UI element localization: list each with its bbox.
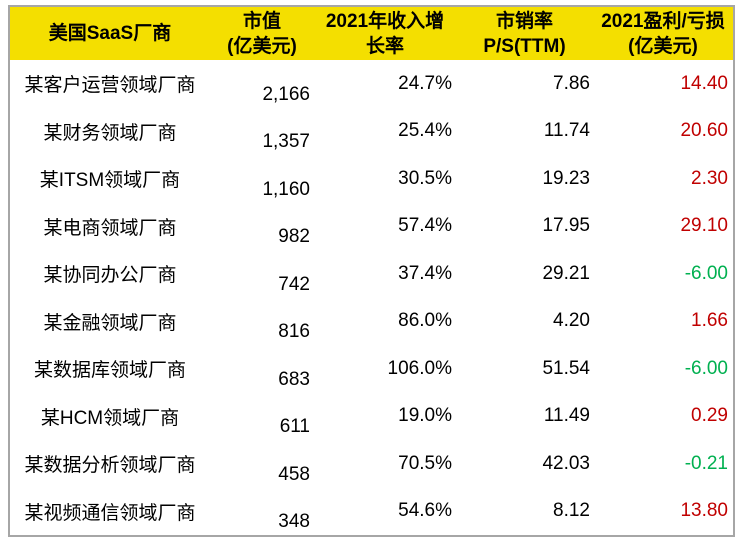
column-header-vendor: 美国SaaS厂商 [10,7,210,60]
column-header-market-cap: 市值 (亿美元) [210,7,314,60]
column-header-profit-loss-line2: (亿美元) [628,35,698,57]
vendor-name: 某数据分析领域厂商 [24,455,196,477]
table-row: 某数据分析领域厂商 458 70.5% 42.03 -0.21 [10,440,733,488]
column-header-growth-line2: 长率 [365,35,404,57]
vendor-name: 某ITSM领域厂商 [39,170,181,192]
ps-ratio-value: 42.03 [542,452,590,474]
vendor-name: 某视频通信领域厂商 [24,502,196,524]
table-row: 某电商领域厂商 982 57.4% 17.95 29.10 [10,203,733,251]
profit-loss-value: 20.60 [680,120,728,142]
revenue-growth-value: 37.4% [398,262,452,284]
vendor-name: 某电商领域厂商 [43,217,177,239]
column-header-profit-loss: 2021盈利/亏损 (亿美元) [593,7,733,60]
market-cap-value: 742 [278,273,310,295]
ps-ratio-value: 7.86 [553,72,590,94]
column-header-profit-loss-line1: 2021盈利/亏损 [601,10,725,32]
ps-ratio-value: 11.49 [543,405,590,427]
column-header-growth: 2021年收入增 长率 [314,7,456,60]
column-header-ps-ratio-line2: P/S(TTM) [483,35,566,57]
column-header-market-cap-line2: (亿美元) [227,35,297,57]
table-row: 某视频通信领域厂商 348 54.6% 8.12 13.80 [10,488,733,536]
ps-ratio-value: 11.74 [543,120,590,142]
ps-ratio-value: 29.21 [542,262,590,284]
profit-loss-value: 13.80 [680,500,728,522]
revenue-growth-value: 86.0% [398,310,452,332]
column-header-vendor-label: 美国SaaS厂商 [48,23,172,44]
vendor-name: 某金融领域厂商 [43,312,177,334]
market-cap-value: 683 [278,368,310,390]
saas-vendors-table: 美国SaaS厂商 市值 (亿美元) 2021年收入增 长率 市销率 P/S(TT… [8,5,735,537]
profit-loss-value: 29.10 [680,215,728,237]
profit-loss-value: 0.29 [691,405,728,427]
market-cap-value: 982 [278,226,310,248]
vendor-name: 某财务领域厂商 [43,122,177,144]
ps-ratio-value: 8.12 [553,500,590,522]
table-row: 某客户运营领域厂商 2,166 24.7% 7.86 14.40 [10,60,733,108]
market-cap-value: 816 [278,321,310,343]
ps-ratio-value: 4.20 [553,310,590,332]
column-header-ps-ratio: 市销率 P/S(TTM) [456,7,593,60]
revenue-growth-value: 54.6% [398,500,452,522]
table-row: 某财务领域厂商 1,357 25.4% 11.74 20.60 [10,108,733,156]
profit-loss-value: 2.30 [691,167,728,189]
vendor-name: 某HCM领域厂商 [40,407,180,429]
ps-ratio-value: 17.95 [542,215,590,237]
revenue-growth-value: 106.0% [387,357,452,379]
column-header-ps-ratio-line1: 市销率 [495,10,553,32]
table-row: 某ITSM领域厂商 1,160 30.5% 19.23 2.30 [10,155,733,203]
table-header: 美国SaaS厂商 市值 (亿美元) 2021年收入增 长率 市销率 P/S(TT… [10,7,733,60]
table-row: 某协同办公厂商 742 37.4% 29.21 -6.00 [10,250,733,298]
vendor-name: 某客户运营领域厂商 [24,75,196,97]
profit-loss-value: -6.00 [684,357,728,379]
profit-loss-value: -6.00 [684,262,728,284]
market-cap-value: 1,160 [262,178,310,200]
ps-ratio-value: 19.23 [542,167,590,189]
market-cap-value: 348 [278,511,310,533]
vendor-name: 某协同办公厂商 [43,265,177,287]
revenue-growth-value: 70.5% [398,452,452,474]
column-header-market-cap-line1: 市值 [242,10,281,32]
table-row: 某金融领域厂商 816 86.0% 4.20 1.66 [10,298,733,346]
market-cap-value: 458 [278,463,310,485]
market-cap-value: 2,166 [262,83,310,105]
table-row: 某数据库领域厂商 683 106.0% 51.54 -6.00 [10,345,733,393]
revenue-growth-value: 25.4% [398,120,452,142]
ps-ratio-value: 51.54 [542,357,590,379]
revenue-growth-value: 57.4% [398,215,452,237]
profit-loss-value: -0.21 [684,452,728,474]
profit-loss-value: 14.40 [680,72,728,94]
market-cap-value: 1,357 [262,131,310,153]
revenue-growth-value: 19.0% [398,405,452,427]
market-cap-value: 611 [279,416,310,438]
vendor-name: 某数据库领域厂商 [33,360,186,382]
revenue-growth-value: 30.5% [398,167,452,189]
column-header-growth-line1: 2021年收入增 [325,10,445,32]
revenue-growth-value: 24.7% [398,72,452,94]
profit-loss-value: 1.66 [691,310,728,332]
table-row: 某HCM领域厂商 611 19.0% 11.49 0.29 [10,393,733,441]
